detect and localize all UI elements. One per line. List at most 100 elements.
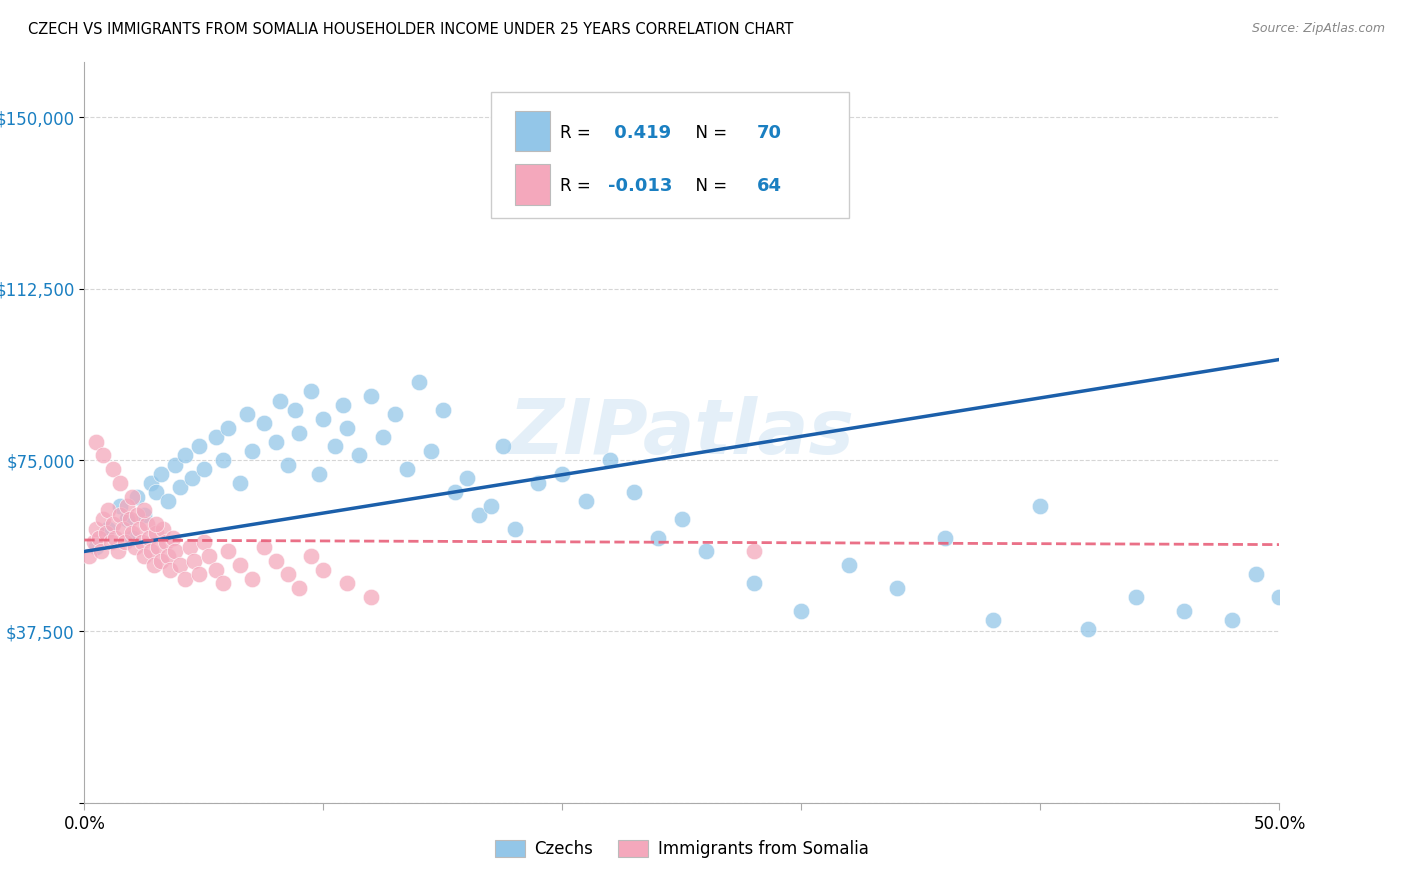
Point: [141, 475, 163, 490]
Point: [86, 540, 108, 554]
Point: [124, 540, 146, 554]
Point: [83, 535, 105, 549]
Point: [86, 522, 108, 536]
Point: [157, 549, 180, 563]
Point: [110, 499, 132, 513]
Point: [131, 535, 153, 549]
Point: [165, 544, 187, 558]
Point: [111, 522, 134, 536]
Point: [132, 503, 156, 517]
Point: [408, 376, 430, 390]
Point: [325, 439, 347, 453]
Text: R =: R =: [560, 124, 596, 142]
Point: [117, 499, 139, 513]
Point: [121, 526, 143, 541]
Point: [132, 508, 156, 522]
Point: [97, 503, 120, 517]
Text: CZECH VS IMMIGRANTS FROM SOMALIA HOUSEHOLDER INCOME UNDER 25 YEARS CORRELATION C: CZECH VS IMMIGRANTS FROM SOMALIA HOUSEHO…: [28, 22, 793, 37]
Point: [157, 494, 180, 508]
Point: [141, 544, 163, 558]
Point: [93, 512, 115, 526]
Point: [86, 434, 108, 449]
Point: [188, 439, 211, 453]
Point: [492, 439, 515, 453]
Point: [1244, 567, 1267, 582]
Point: [360, 389, 382, 403]
Point: [188, 567, 211, 582]
Point: [205, 430, 228, 444]
Point: [671, 512, 693, 526]
Point: [253, 417, 276, 431]
Point: [336, 576, 359, 591]
Point: [125, 508, 148, 522]
Point: [1268, 590, 1291, 604]
Point: [145, 516, 167, 531]
Point: [93, 449, 115, 463]
Point: [301, 384, 323, 399]
Point: [229, 558, 252, 573]
Text: 0.419: 0.419: [607, 124, 671, 142]
Point: [284, 402, 307, 417]
Point: [742, 576, 765, 591]
Point: [312, 563, 335, 577]
Bar: [515, 111, 551, 152]
Point: [229, 475, 252, 490]
Point: [193, 462, 215, 476]
Point: [240, 572, 263, 586]
Point: [104, 531, 127, 545]
Point: [384, 408, 406, 422]
Point: [125, 490, 148, 504]
Point: [360, 590, 382, 604]
Point: [101, 516, 124, 531]
Point: [169, 558, 191, 573]
Text: R =: R =: [560, 178, 596, 195]
Point: [623, 485, 645, 500]
Point: [155, 535, 177, 549]
Point: [183, 553, 205, 567]
Legend: Czechs, Immigrants from Somalia: Czechs, Immigrants from Somalia: [488, 833, 876, 865]
Point: [197, 549, 219, 563]
Point: [527, 475, 550, 490]
Point: [148, 540, 170, 554]
Text: ZIPatlas: ZIPatlas: [509, 396, 855, 469]
Point: [110, 475, 132, 490]
Point: [165, 458, 187, 472]
Point: [551, 467, 574, 481]
Point: [886, 581, 908, 595]
Point: [100, 535, 122, 549]
Text: 64: 64: [758, 178, 782, 195]
Point: [128, 522, 150, 536]
Bar: [515, 164, 551, 204]
Point: [90, 544, 112, 558]
Text: N =: N =: [686, 178, 733, 195]
Point: [101, 462, 124, 476]
FancyBboxPatch shape: [491, 92, 849, 218]
Point: [373, 430, 395, 444]
Point: [790, 604, 813, 618]
Point: [264, 553, 287, 567]
Point: [1077, 622, 1099, 636]
Point: [695, 544, 717, 558]
Point: [107, 544, 129, 558]
Point: [240, 443, 263, 458]
Point: [432, 402, 454, 417]
Point: [132, 549, 156, 563]
Point: [599, 453, 621, 467]
Point: [205, 563, 228, 577]
Point: [169, 480, 191, 494]
Point: [332, 398, 354, 412]
Text: 70: 70: [758, 124, 782, 142]
Point: [444, 485, 467, 500]
Point: [456, 471, 478, 485]
Point: [1029, 499, 1052, 513]
Point: [742, 544, 765, 558]
Point: [118, 512, 141, 526]
Point: [152, 522, 174, 536]
Point: [142, 558, 165, 573]
Point: [135, 516, 157, 531]
Point: [575, 494, 598, 508]
Point: [253, 540, 276, 554]
Point: [149, 553, 172, 567]
Point: [312, 412, 335, 426]
Point: [117, 512, 139, 526]
